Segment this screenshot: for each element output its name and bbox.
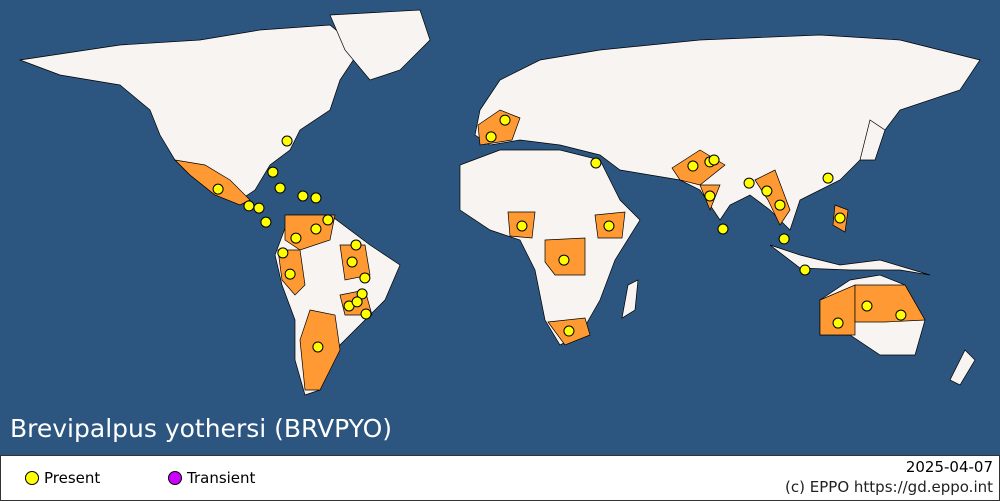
- present-point: [356, 288, 368, 300]
- present-point: [277, 247, 289, 259]
- present-point: [243, 200, 255, 212]
- copyright: (c) EPPO https://gd.eppo.int: [785, 478, 993, 496]
- present-point: [322, 214, 334, 226]
- present-point: [346, 256, 358, 268]
- legend-transient-label: Transient: [187, 469, 256, 487]
- north-america: [18, 24, 361, 201]
- new-zealand: [949, 349, 976, 386]
- present-point: [558, 254, 570, 266]
- present-marker-icon: [25, 471, 39, 485]
- present-point: [743, 177, 755, 189]
- present-point: [297, 190, 309, 202]
- present-point: [761, 185, 773, 197]
- present-point: [499, 114, 511, 126]
- present-point: [360, 308, 372, 320]
- present-point: [832, 317, 844, 329]
- australia-nt-qld: [854, 284, 926, 323]
- present-point: [267, 166, 279, 178]
- myanmar-thailand: [754, 169, 791, 226]
- present-point: [834, 212, 846, 224]
- present-point: [717, 223, 729, 235]
- map-title: Brevipalpus yothersi (BRVPYO): [10, 414, 393, 443]
- present-point: [284, 268, 296, 280]
- transient-marker-icon: [168, 471, 182, 485]
- present-point: [590, 157, 602, 169]
- world-map: [0, 0, 1000, 455]
- present-point: [274, 182, 286, 194]
- present-point: [312, 341, 324, 353]
- present-point: [260, 216, 272, 228]
- legend: Present Transient 2025-04-07 (c) EPPO ht…: [0, 455, 1000, 501]
- present-point: [485, 131, 497, 143]
- present-point: [895, 309, 907, 321]
- present-point: [774, 199, 786, 211]
- present-point: [281, 135, 293, 147]
- present-point: [310, 192, 322, 204]
- present-point: [799, 264, 811, 276]
- present-point: [603, 220, 615, 232]
- present-point: [351, 296, 363, 308]
- present-point: [861, 300, 873, 312]
- present-point: [310, 223, 322, 235]
- present-point: [708, 154, 720, 166]
- present-point: [704, 190, 716, 202]
- present-point: [822, 172, 834, 184]
- map-date: 2025-04-07: [905, 458, 993, 476]
- present-point: [212, 183, 224, 195]
- occurrence-points: [212, 114, 907, 353]
- present-point: [253, 202, 265, 214]
- present-point: [687, 160, 699, 172]
- madagascar: [621, 279, 639, 319]
- legend-present-label: Present: [44, 469, 101, 487]
- present-point: [359, 272, 371, 284]
- legend-present: Present: [25, 469, 100, 487]
- present-point: [778, 233, 790, 245]
- indonesia: [769, 244, 931, 276]
- japan: [859, 119, 886, 161]
- greenland: [329, 9, 431, 81]
- legend-transient: Transient: [168, 469, 255, 487]
- present-point: [290, 232, 302, 244]
- present-point: [563, 325, 575, 337]
- present-point: [350, 239, 362, 251]
- present-point: [516, 220, 528, 232]
- australia-west: [819, 284, 856, 336]
